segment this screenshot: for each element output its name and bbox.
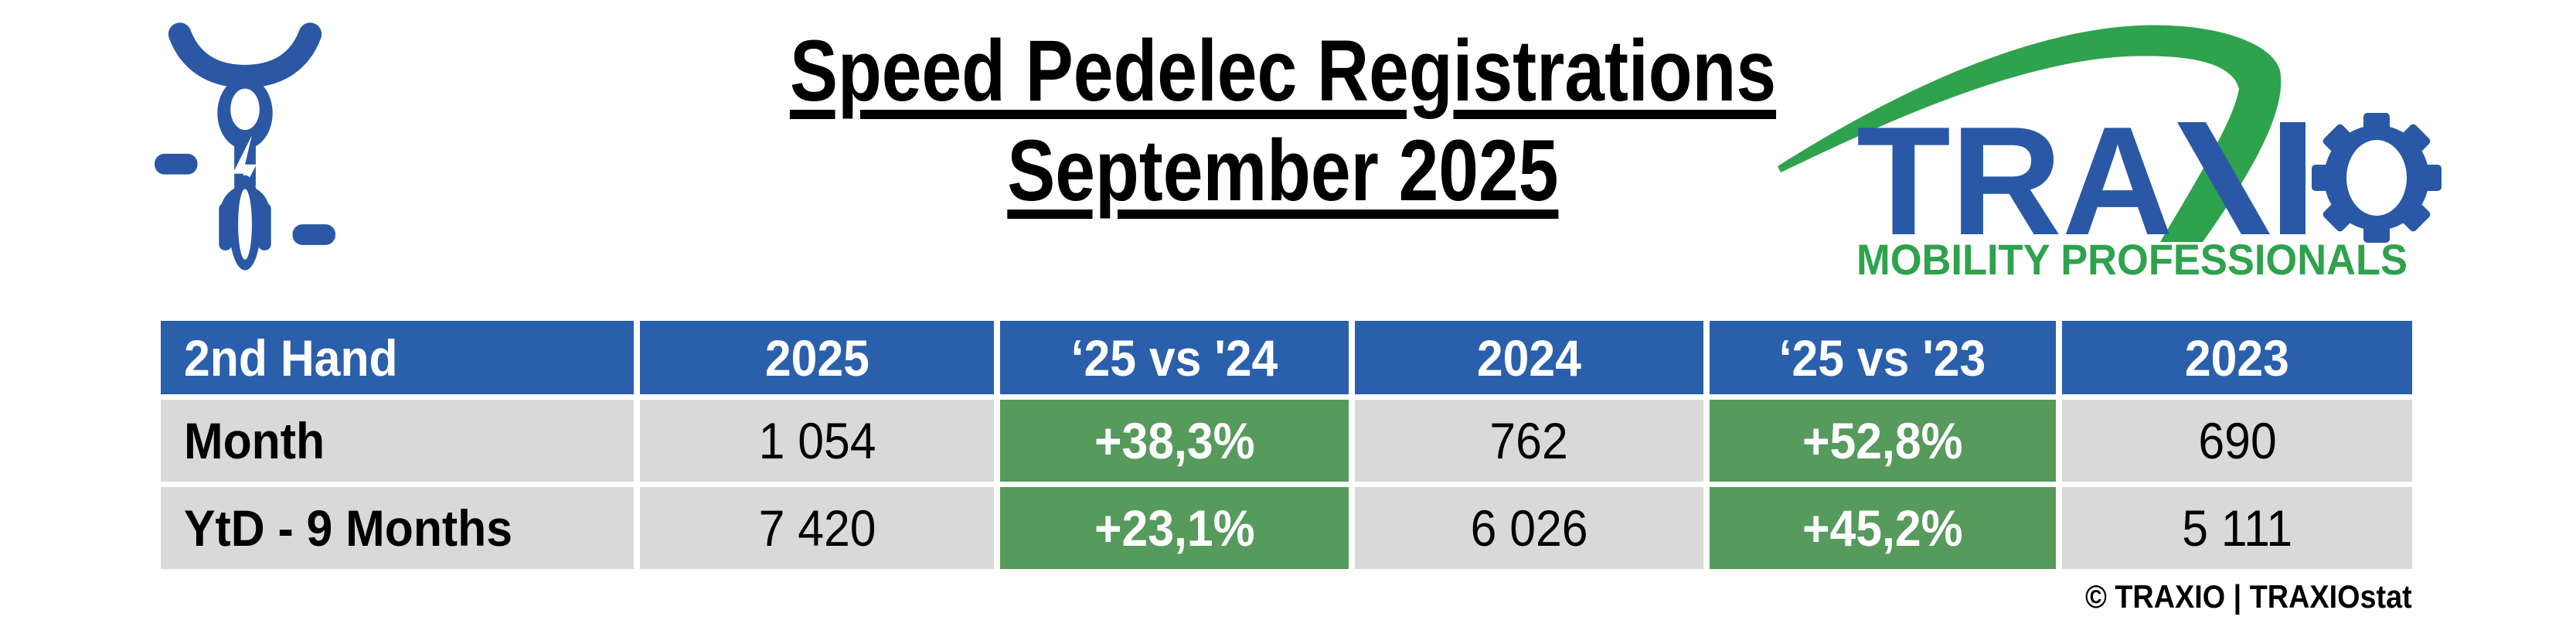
handlebar-shape (168, 22, 322, 88)
logo-tagline: MOBILITY PROFESSIONALS (1856, 235, 2408, 284)
value-month-2023: 690 (2062, 400, 2412, 482)
wheel-center (238, 189, 252, 260)
col-header-25-vs-24: ‘25 vs '24 (1000, 321, 1349, 394)
row-label-ytd: YtD - 9 Months (161, 487, 635, 569)
logo-letter-i (2280, 122, 2305, 234)
value-ytd-2023: 5 111 (2062, 487, 2412, 569)
col-header-2024: 2024 (1354, 321, 1703, 394)
col-header-2023: 2023 (2062, 321, 2412, 394)
registrations-table: 2nd Hand 2025 ‘25 vs '24 2024 ‘25 vs '23… (161, 321, 2412, 569)
col-header-25-vs-23: ‘25 vs '23 (1709, 321, 2057, 394)
logo-letters-tra: TRA (1856, 95, 2173, 267)
pedal-right (292, 224, 336, 245)
value-ytd-2025: 7 420 (640, 487, 995, 569)
value-ytd-25-vs-24: +23,1% (1000, 487, 1349, 569)
col-header-2025: 2025 (640, 321, 995, 394)
value-month-25-vs-23: +52,8% (1709, 400, 2057, 482)
row-label-month: Month (161, 400, 635, 482)
fork-leg-left (219, 203, 233, 250)
headlight-shape (230, 88, 260, 131)
gear-icon (2312, 113, 2442, 243)
value-month-2024: 762 (1354, 400, 1703, 482)
col-header-segment: 2nd Hand (161, 321, 635, 394)
value-ytd-2024: 6 026 (1354, 487, 1703, 569)
page-title: Speed Pedelec Registrations September 20… (689, 22, 1877, 221)
pedal-left (154, 153, 198, 175)
title-line-2: September 2025 (1007, 121, 1559, 219)
fork-leg-right (257, 203, 271, 250)
value-month-25-vs-24: +38,3% (1000, 400, 1349, 482)
value-ytd-25-vs-23: +45,2% (1709, 487, 2057, 569)
lightning-bolt-icon (233, 135, 257, 203)
traxio-logo: TRA MOBILITY PROFESSIONALS (1778, 25, 2442, 284)
ebike-icon (154, 22, 336, 271)
copyright-credit: © TRAXIO | TRAXIOstat (2085, 578, 2412, 615)
swoosh-graphic (1778, 25, 2282, 243)
value-month-2025: 1 054 (640, 400, 995, 482)
title-line-1: Speed Pedelec Registrations (789, 22, 1777, 119)
logo-letter-x-diagonal (2177, 122, 2270, 234)
